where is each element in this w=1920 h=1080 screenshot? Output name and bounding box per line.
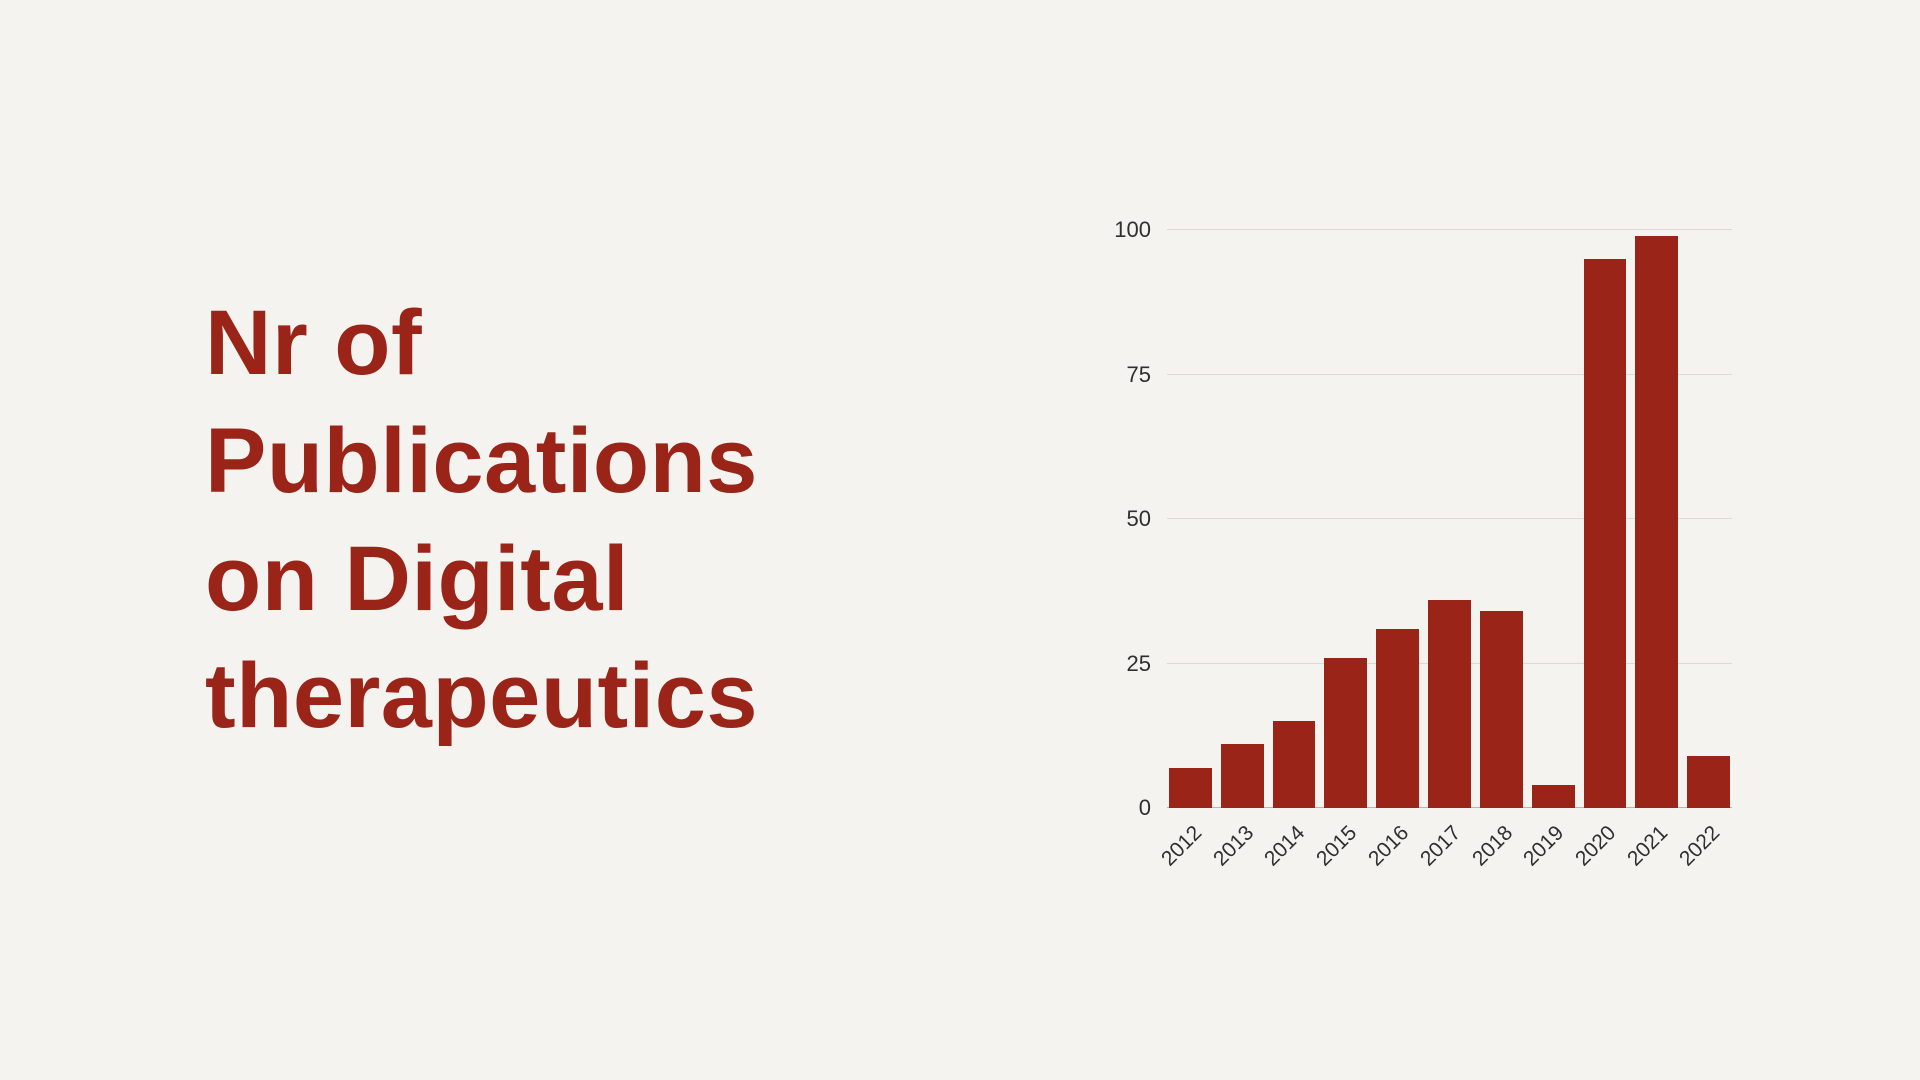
bar-slot: 2021: [1623, 230, 1679, 871]
x-tick-label: 2019: [1519, 821, 1569, 871]
x-tick-label: 2016: [1363, 821, 1414, 871]
bar-slot: 2022: [1675, 230, 1730, 871]
y-tick-label: 100: [1114, 217, 1151, 242]
y-tick-label: 50: [1126, 506, 1151, 531]
bar: [1272, 721, 1316, 808]
y-axis-labels: 0 25 50 75 100: [1095, 219, 1151, 819]
plot-area: 2012 2013 2014 2015 2016 2017 2018 2019 2020 2021…: [1157, 229, 1732, 871]
y-tick-label: 25: [1126, 650, 1151, 676]
bar-slot: 2013: [1208, 230, 1264, 871]
bar: [1687, 755, 1730, 808]
bar: [1531, 784, 1575, 808]
y-tick-label: 0: [1138, 795, 1151, 820]
bar: [1324, 657, 1368, 808]
bar-slot: 2020: [1571, 230, 1627, 871]
x-tick-label: 2022: [1674, 821, 1725, 871]
bar-chart: 0 25 50 75 100 2012 2013 2014 2015 2016 2017 2018 2…: [1095, 219, 1732, 871]
bar: [1635, 235, 1679, 808]
bar: [1479, 611, 1523, 808]
bar-slot: 2016: [1364, 230, 1420, 871]
bar: [1428, 599, 1471, 808]
x-tick-label: 2014: [1260, 821, 1310, 871]
x-tick-label: 2018: [1467, 821, 1517, 871]
x-tick-label: 2021: [1622, 821, 1673, 871]
title-line-3: on Digital: [205, 527, 630, 630]
bar: [1583, 258, 1627, 808]
page-title: Nr of Publications on Digital therapeuti…: [205, 285, 925, 756]
title-line-2: Publications: [205, 409, 758, 512]
x-tick-label: 2017: [1415, 821, 1466, 871]
gridline: [1167, 373, 1732, 375]
title-line-4: therapeutics: [205, 645, 759, 748]
x-tick-label: 2020: [1571, 821, 1621, 871]
bar-slot: 2017: [1416, 230, 1471, 871]
bar: [1376, 628, 1420, 808]
x-tick-label: 2012: [1156, 821, 1206, 871]
gridline: [1167, 518, 1732, 519]
x-tick-label: 2013: [1208, 821, 1258, 871]
bar-slot: 2014: [1260, 230, 1316, 871]
bar-slot: 2012: [1157, 230, 1212, 871]
gridline: [1167, 229, 1732, 230]
x-tick-label: 2015: [1312, 821, 1362, 871]
bars: 2012 2013 2014 2015 2016 2017 2018 2019 2020 2021…: [1157, 230, 1732, 871]
bar: [1220, 744, 1264, 808]
y-tick-label: 75: [1126, 361, 1151, 387]
bar: [1169, 767, 1212, 808]
title-line-1: Nr of: [205, 292, 423, 394]
bar-slot: 2018: [1468, 230, 1523, 871]
bar-slot: 2019: [1519, 230, 1575, 871]
bar-slot: 2015: [1312, 230, 1368, 871]
